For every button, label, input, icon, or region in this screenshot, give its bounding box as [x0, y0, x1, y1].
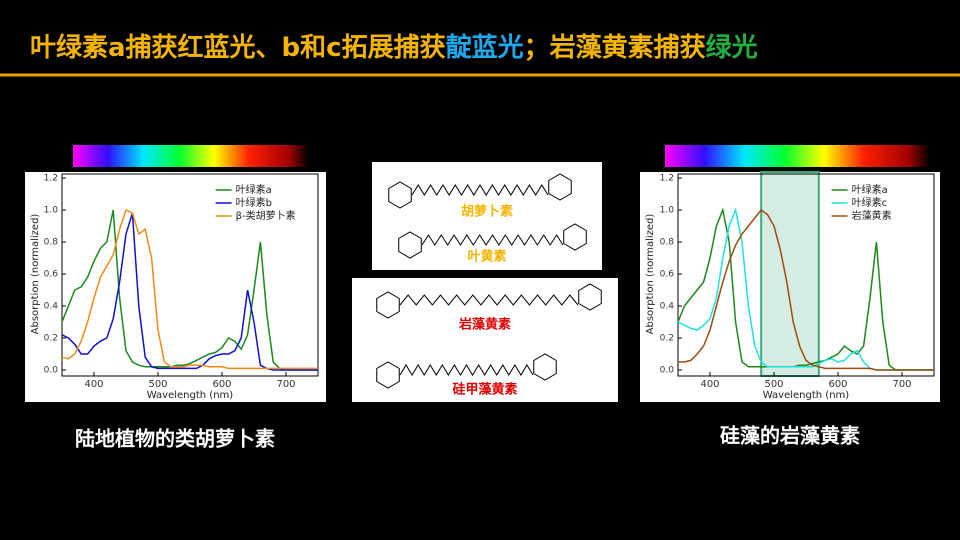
- chart: 400 500 600 700 0.0 0.2 0.4 0.6 0.8 1.0 1.2 Wavelen…: [640, 171, 940, 402]
- title-part: ；岩藻黄素捕获: [524, 33, 706, 63]
- molecule-ring: [533, 353, 557, 381]
- y-axis-label: Absorption (normalized): [645, 214, 656, 335]
- molecule-ring: [563, 223, 587, 251]
- y-tick-label: 0.8: [660, 238, 675, 248]
- molecule-ring: [376, 361, 400, 389]
- y-tick-label: 0.2: [44, 334, 58, 344]
- legend-label: 叶绿素a: [852, 183, 888, 196]
- spectrum-bar: [665, 145, 930, 167]
- highlight-band: [760, 171, 820, 377]
- molecule-label: 硅甲藻黄素: [452, 382, 517, 398]
- y-tick-label: 0.0: [44, 366, 59, 376]
- x-tick-label: 700: [276, 379, 295, 390]
- slide-title: 叶绿素a捕获红蓝光、b和c拓展捕获靛蓝光；岩藻黄素捕获绿光: [30, 32, 758, 63]
- y-tick-label: 0.4: [660, 302, 675, 312]
- x-tick-label: 700: [892, 379, 911, 390]
- y-tick-label: 0.2: [660, 334, 674, 344]
- molecule-label: 岩藻黄素: [458, 317, 511, 333]
- molecule-panel: [352, 278, 618, 402]
- x-tick-label: 600: [828, 379, 847, 390]
- molecule-label: 叶黄素: [467, 249, 506, 265]
- x-axis-label: Wavelength (nm): [147, 390, 233, 401]
- y-tick-label: 0.6: [44, 270, 59, 280]
- molecule-ring: [376, 291, 400, 319]
- y-tick-label: 0.6: [660, 270, 675, 280]
- title-part: 靛蓝光: [446, 32, 524, 63]
- x-tick-label: 500: [148, 379, 167, 390]
- chart: 400 500 600 700 0.0 0.2 0.4 0.6 0.8 1.0 1.2 Wavelen…: [25, 172, 326, 402]
- x-tick-label: 400: [700, 379, 719, 390]
- legend-label: 叶绿素b: [236, 196, 272, 209]
- legend-label: 叶绿素c: [852, 196, 888, 209]
- caption: 硅藻的岩藻黄素: [720, 424, 860, 448]
- molecule-label: 胡萝卜素: [461, 204, 513, 220]
- y-tick-label: 1.2: [660, 174, 674, 184]
- y-tick-label: 1.0: [660, 206, 675, 216]
- spectrum-bar: [73, 145, 308, 167]
- x-axis-label: Wavelength (nm): [763, 390, 849, 401]
- molecule-chain: [399, 364, 534, 376]
- legend-label: β-类胡萝卜素: [236, 209, 296, 222]
- charts: 400 500 600 700 0.0 0.2 0.4 0.6 0.8 1.0 1.2 Wavelen…: [25, 171, 940, 402]
- y-tick-label: 0.4: [44, 302, 59, 312]
- molecule-ring: [548, 173, 572, 201]
- y-tick-label: 1.2: [44, 174, 58, 184]
- x-tick-label: 400: [84, 379, 103, 390]
- molecule-chain: [411, 184, 549, 196]
- x-tick-label: 600: [212, 379, 231, 390]
- molecule-chain: [421, 234, 564, 246]
- molecule-chain: [399, 294, 579, 306]
- y-tick-label: 1.0: [44, 206, 59, 216]
- y-tick-label: 0.0: [660, 366, 675, 376]
- legend-label: 岩藻黄素: [852, 209, 892, 222]
- title-part: 绿光: [706, 33, 758, 63]
- series-line: [678, 208, 934, 371]
- plot-frame: [677, 173, 935, 377]
- molecule-ring: [388, 181, 412, 209]
- series-line: [61, 209, 318, 371]
- legend-label: 叶绿素a: [236, 183, 272, 196]
- y-axis-label: Absorption (normalized): [30, 214, 41, 335]
- series-line: [61, 208, 318, 370]
- x-tick-label: 500: [764, 379, 783, 390]
- caption: 陆地植物的类胡萝卜素: [75, 427, 275, 451]
- title-part: 叶绿素a捕获红蓝光、b和c拓展捕获: [30, 32, 446, 63]
- series-line: [61, 212, 318, 371]
- plot-frame: [61, 173, 319, 377]
- molecule-panel: [372, 162, 602, 270]
- molecule-ring: [578, 283, 602, 311]
- series-line: [677, 207, 934, 371]
- chart-background: [640, 172, 940, 402]
- y-tick-label: 0.8: [44, 238, 59, 248]
- molecule-ring: [398, 231, 422, 259]
